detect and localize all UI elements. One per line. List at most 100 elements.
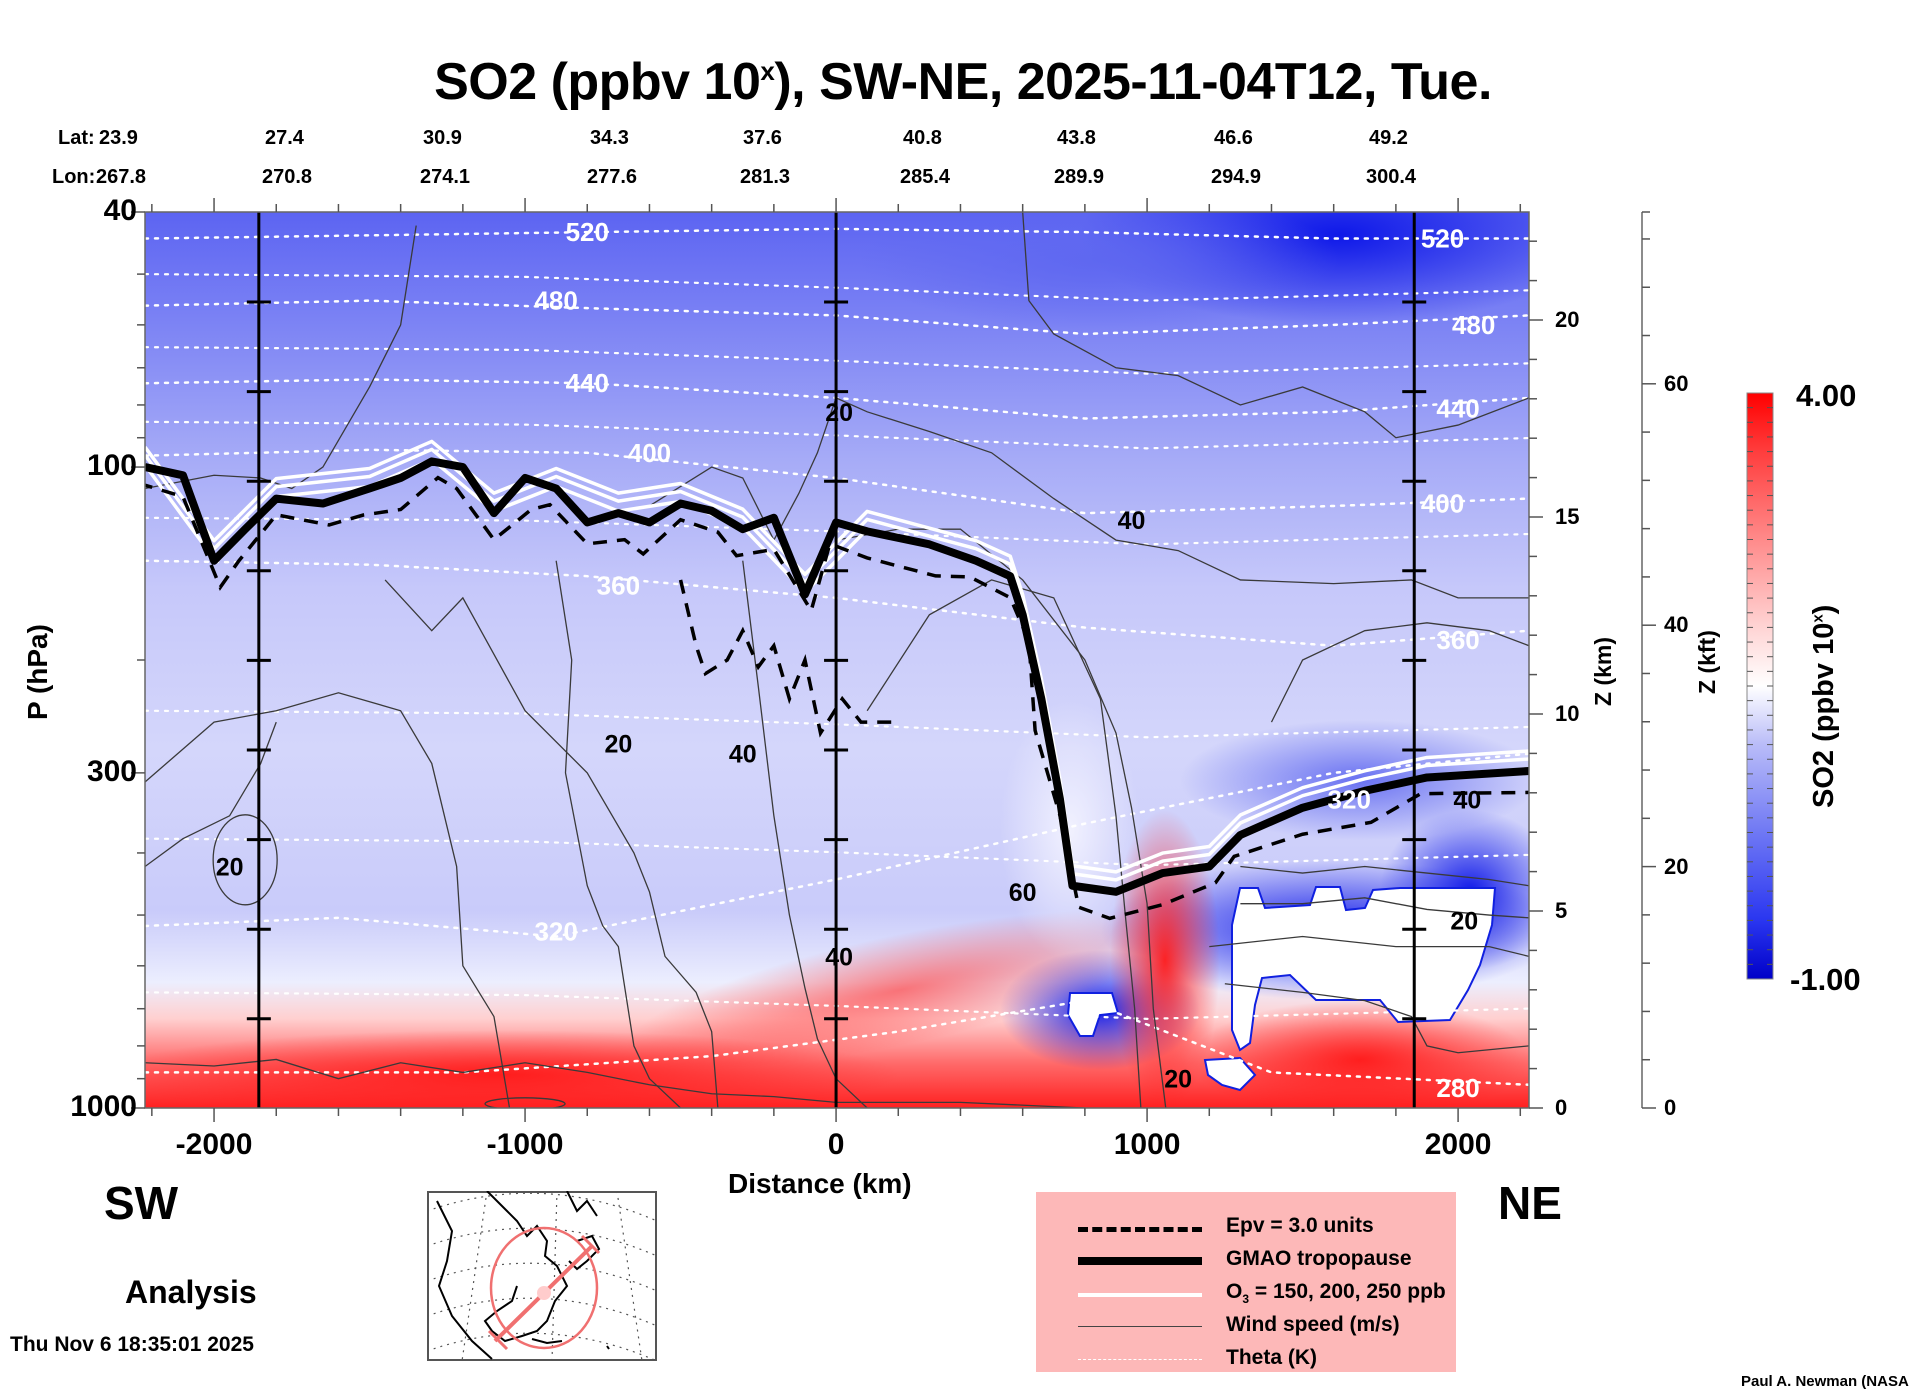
- legend-swatch-white: [1078, 1293, 1202, 1297]
- missing-region-mid: [1066, 992, 1120, 1037]
- axes: [131, 198, 1656, 1122]
- lon-value: 274.1: [420, 166, 471, 188]
- colorbar-max-label: 4.00: [1796, 378, 1857, 413]
- ne-label: NE: [1498, 1177, 1562, 1229]
- tropopause-polyline: [145, 457, 1529, 896]
- lon-value: 300.4: [1366, 166, 1417, 188]
- lon-value: 285.4: [900, 166, 951, 188]
- wind-speed-line: [742, 560, 868, 1108]
- wind-speed-closed-contour: [212, 814, 278, 906]
- map-frame: [427, 1191, 657, 1361]
- map-coastlines: [436, 1191, 610, 1360]
- contour-labels: 520 520 480 480 440 440 400 400 360 360 320 320 280 2…: [216, 217, 1496, 1103]
- legend-text-tropopause: GMAO tropopause: [1226, 1247, 1412, 1270]
- wind-speed-label: 20: [1164, 1066, 1192, 1094]
- wind-speed-line: [649, 397, 1529, 599]
- theta-label: 320: [1328, 784, 1371, 814]
- legend-swatch-thick: [1078, 1257, 1202, 1265]
- so2-light-area: [1000, 700, 1140, 960]
- epv-contours: [145, 475, 1529, 921]
- map-graticule: [427, 1191, 657, 1361]
- theta-label: 320: [534, 916, 577, 946]
- wind-contours: [145, 212, 1529, 1108]
- wind-speed-label: 40: [729, 741, 757, 769]
- x-tick-label: 0: [827, 1128, 845, 1161]
- lat-value: 49.2: [1369, 127, 1408, 149]
- y-tick-label: 40: [103, 194, 137, 227]
- zkm-axis-title: Z (km): [1590, 637, 1616, 706]
- o3-contour-200: [145, 447, 1529, 882]
- wind-speed-label: 20: [216, 854, 244, 882]
- wind-speed-line: [555, 560, 682, 1108]
- timestamp: Thu Nov 6 18:35:01 2025: [10, 1333, 254, 1356]
- theta-label: 400: [1421, 489, 1464, 519]
- o3-contour-150: [145, 439, 1529, 874]
- x-tick-label: 1000: [1113, 1128, 1181, 1161]
- legend-item-o3: O3 = 150, 200, 250 ppb: [1036, 1278, 1456, 1310]
- colorbar-ticks: [1747, 407, 1773, 965]
- theta-label: 360: [1436, 625, 1479, 655]
- wind-speed-line: [384, 579, 719, 1108]
- vertical-markers: [246, 212, 1427, 1108]
- wind-speed-label: 40: [825, 943, 853, 971]
- so2-field: [145, 212, 1529, 1108]
- theta-label: 440: [566, 368, 609, 398]
- theta-line-320: [145, 752, 1529, 938]
- analysis-label: Analysis: [125, 1274, 257, 1310]
- so2-boundary-layer: [145, 1030, 900, 1108]
- lat-value: 23.9: [99, 127, 138, 149]
- wind-speed-label: 20: [604, 731, 632, 759]
- theta-label: 480: [1452, 310, 1495, 340]
- x-tick-label: -1000: [486, 1128, 564, 1161]
- lon-label: Lon:: [52, 166, 96, 188]
- wind-speed-line: [1240, 897, 1529, 919]
- x-tick-label: -2000: [175, 1128, 253, 1161]
- inset-map: [427, 1191, 657, 1361]
- colorbar-title: SO2 (ppbv 10x): [1808, 604, 1840, 808]
- sw-label: SW: [104, 1177, 179, 1229]
- legend-item-epv: Epv = 3.0 units: [1036, 1212, 1456, 1244]
- map-center-marker: [537, 1286, 551, 1300]
- theta-label: 480: [534, 286, 577, 316]
- legend-text-wind: Wind speed (m/s): [1226, 1313, 1400, 1336]
- theta-label: 400: [628, 438, 671, 468]
- lat-value: 40.8: [903, 127, 942, 149]
- lat-value: 27.4: [265, 127, 304, 149]
- legend-item-tropopause: GMAO tropopause: [1036, 1245, 1456, 1277]
- theta-label: 280: [1436, 1073, 1479, 1103]
- zkft-tick-label: 40: [1664, 612, 1689, 638]
- legend-text-theta: Theta (K): [1226, 1346, 1317, 1369]
- wind-speed-line: [1240, 865, 1529, 887]
- theta-label: 520: [566, 217, 609, 247]
- zkft-axis-title: Z (kft): [1694, 630, 1720, 694]
- epv-contour-fold: [678, 579, 899, 738]
- epv-contour: [145, 475, 1529, 921]
- wind-speed-line: [1270, 622, 1529, 723]
- zkft-tick-label: 0: [1664, 1095, 1677, 1120]
- legend-item-wind: Wind speed (m/s): [1036, 1311, 1456, 1343]
- zkft-tick-label: 60: [1664, 370, 1689, 396]
- x-axis-title: Distance (km): [728, 1168, 912, 1199]
- map-circle: [489, 1226, 599, 1350]
- zkft-tick-label: 20: [1664, 853, 1689, 879]
- legend-text-epv: Epv = 3.0 units: [1226, 1214, 1374, 1237]
- legend-swatch-dashed: [1078, 1227, 1202, 1232]
- wind-speed-line: [1224, 983, 1529, 1054]
- legend-text-o3: O3 = 150, 200, 250 ppb: [1226, 1280, 1446, 1307]
- chart-title: SO2 (ppbv 10x), SW-NE, 2025-11-04T12, Tu…: [434, 53, 1492, 111]
- lat-value: 34.3: [590, 127, 629, 149]
- tropopause-line: [145, 457, 1529, 896]
- theta-label: 360: [597, 570, 640, 600]
- lat-value: 30.9: [423, 127, 462, 149]
- wind-speed-label: 40: [1454, 786, 1482, 814]
- so2-plume-right: [1190, 1000, 1529, 1108]
- wind-speed-label: 20: [1450, 908, 1478, 936]
- lon-value: 267.8: [96, 166, 147, 188]
- y-tick-label: 100: [86, 449, 137, 483]
- lat-value: 37.6: [743, 127, 782, 149]
- so2-blob-strat: [860, 212, 1340, 330]
- lat-value: 46.6: [1214, 127, 1253, 149]
- wind-speed-line: [145, 225, 417, 490]
- lon-value: 270.8: [262, 166, 313, 188]
